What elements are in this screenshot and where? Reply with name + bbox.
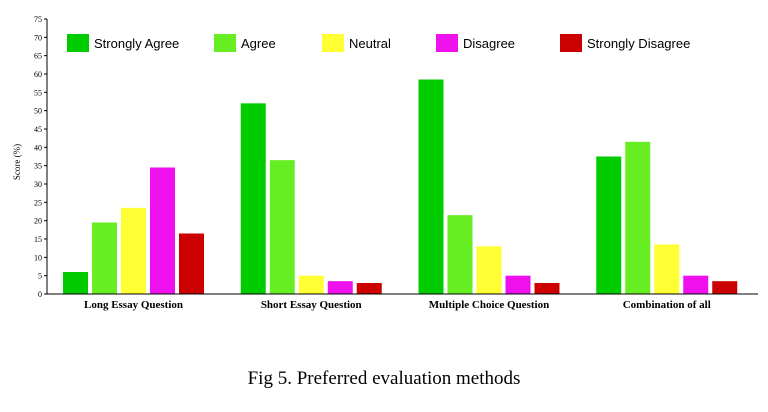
y-tick-label: 30 <box>34 180 42 189</box>
y-tick-label: 25 <box>34 198 42 207</box>
bar-disagree-combination-of-all <box>683 275 709 294</box>
legend-label-agree: Agree <box>241 36 276 51</box>
y-axis-label: Score (%) <box>12 144 22 180</box>
y-tick-label: 65 <box>34 52 42 61</box>
y-axis: 0 5 10 15 20 25 30 35 40 45 50 55 60 65 70 75 <box>34 15 48 299</box>
bar-disagree-long-essay-question <box>150 167 175 294</box>
bar-strongly-disagree-combination-of-all <box>712 281 738 294</box>
bar-disagree-multiple-choice-question <box>505 275 531 294</box>
bar-neutral-long-essay-question <box>121 207 146 294</box>
legend: Strongly Agree Agree Neutral Disagree Strong… <box>67 34 690 52</box>
legend-swatch-strongly-agree <box>67 34 89 52</box>
x-category-label: Multiple Choice Question <box>429 299 549 311</box>
x-category-label: Long Essay Question <box>84 299 183 311</box>
y-tick-label: 5 <box>38 272 42 281</box>
y-tick-label: 75 <box>34 15 42 24</box>
legend-label-disagree: Disagree <box>463 36 515 51</box>
bars-group <box>63 79 738 294</box>
figure-caption: Fig 5. Preferred evaluation methods <box>247 368 521 389</box>
bar-strongly-agree-long-essay-question <box>63 272 88 294</box>
y-tick-label: 60 <box>34 70 42 79</box>
legend-swatch-agree <box>214 34 236 52</box>
bar-neutral-combination-of-all <box>654 244 680 294</box>
y-tick-label: 15 <box>34 235 42 244</box>
y-tick-label: 35 <box>34 162 42 171</box>
bar-agree-combination-of-all <box>625 141 651 294</box>
bar-strongly-agree-combination-of-all <box>596 156 622 294</box>
legend-label-strongly-agree: Strongly Agree <box>94 36 179 51</box>
bar-neutral-multiple-choice-question <box>476 246 502 294</box>
bar-agree-long-essay-question <box>92 222 117 294</box>
bar-chart: Strongly Agree Agree Neutral Disagree Strong… <box>12 15 758 311</box>
legend-swatch-neutral <box>322 34 344 52</box>
legend-label-strongly-disagree: Strongly Disagree <box>587 36 690 51</box>
y-tick-label: 50 <box>34 107 42 116</box>
bar-strongly-disagree-multiple-choice-question <box>534 283 560 294</box>
y-tick-label: 70 <box>34 33 42 42</box>
x-category-label: Short Essay Question <box>261 299 362 311</box>
y-tick-label: 40 <box>34 143 42 152</box>
bar-disagree-short-essay-question <box>327 281 353 294</box>
bar-neutral-short-essay-question <box>298 275 324 294</box>
bar-strongly-disagree-long-essay-question <box>179 233 204 294</box>
bar-strongly-agree-short-essay-question <box>240 103 266 294</box>
y-tick-label: 20 <box>34 217 42 226</box>
legend-swatch-disagree <box>436 34 458 52</box>
y-tick-label: 10 <box>34 253 42 262</box>
y-tick-label: 55 <box>34 88 42 97</box>
bar-agree-multiple-choice-question <box>447 215 473 294</box>
y-tick-label: 45 <box>34 125 42 134</box>
y-tick-label: 0 <box>38 290 42 299</box>
x-category-label: Combination of all <box>623 299 711 311</box>
bar-strongly-agree-multiple-choice-question <box>418 79 444 294</box>
bar-agree-short-essay-question <box>269 160 295 294</box>
legend-swatch-strongly-disagree <box>560 34 582 52</box>
bar-strongly-disagree-short-essay-question <box>356 283 382 294</box>
legend-label-neutral: Neutral <box>349 36 391 51</box>
x-axis: Long Essay Question Short Essay Question M… <box>47 293 758 311</box>
